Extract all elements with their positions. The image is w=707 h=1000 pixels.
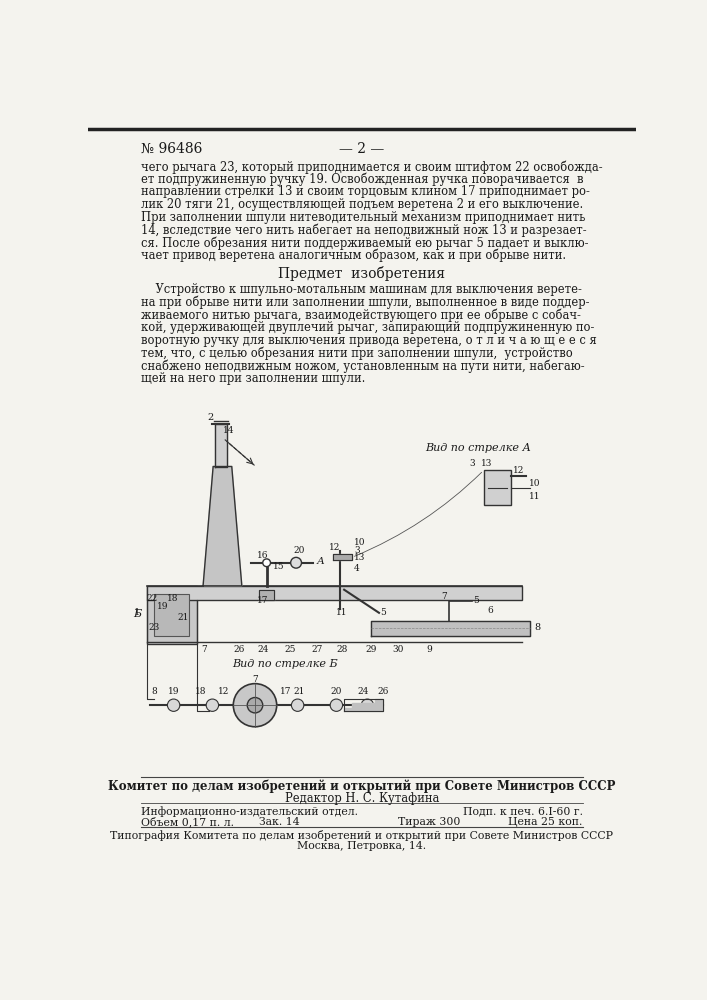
Text: 21: 21	[177, 613, 189, 622]
Text: 25: 25	[284, 645, 296, 654]
Text: 17: 17	[280, 687, 292, 696]
Text: 29: 29	[366, 645, 377, 654]
Bar	[146, 586, 522, 600]
Text: 22: 22	[146, 594, 158, 603]
Text: 11: 11	[529, 492, 540, 501]
Polygon shape	[332, 554, 352, 560]
Text: 24: 24	[257, 645, 269, 654]
Circle shape	[291, 699, 304, 711]
Bar	[484, 470, 510, 505]
Bar	[154, 594, 189, 636]
Text: 26: 26	[378, 687, 389, 696]
Circle shape	[361, 699, 373, 711]
Text: 13: 13	[481, 460, 492, 468]
Text: 8: 8	[534, 623, 540, 632]
Text: 12: 12	[329, 543, 341, 552]
Text: Типография Комитета по делам изобретений и открытий при Совете Министров СССР: Типография Комитета по делам изобретений…	[110, 830, 614, 841]
Text: 12: 12	[513, 466, 525, 475]
Text: кой, удерживающей двуплечий рычаг, запирающий подпружиненную по-: кой, удерживающей двуплечий рычаг, запир…	[141, 321, 595, 334]
Text: 3: 3	[354, 546, 360, 555]
Text: чает привод веретена аналогичным образом, как и при обрыве нити.: чает привод веретена аналогичным образом…	[141, 249, 566, 262]
Text: воротную ручку для выключения привода веретена, о т л и ч а ю щ е е с я: воротную ручку для выключения привода ве…	[141, 334, 597, 347]
Circle shape	[233, 684, 276, 727]
Text: Подп. к печ. 6.I-60 г.: Подп. к печ. 6.I-60 г.	[463, 806, 583, 816]
Polygon shape	[215, 424, 227, 466]
Text: 11: 11	[336, 608, 347, 617]
Text: Вид по стрелке Б: Вид по стрелке Б	[232, 659, 337, 669]
Text: 14, вследствие чего нить набегает на неподвижный нож 13 и разрезает-: 14, вследствие чего нить набегает на неп…	[141, 224, 587, 237]
Text: Объем 0,17 п. л.: Объем 0,17 п. л.	[141, 817, 234, 828]
Text: ся. После обрезания нити поддерживаемый ею рычаг 5 падает и выклю-: ся. После обрезания нити поддерживаемый …	[141, 236, 588, 250]
Text: 28: 28	[337, 645, 349, 654]
Circle shape	[263, 559, 271, 567]
Text: 9: 9	[426, 645, 432, 654]
Text: 7: 7	[441, 592, 447, 601]
Text: 26: 26	[234, 645, 245, 654]
Polygon shape	[259, 590, 274, 600]
Text: 8: 8	[151, 687, 157, 696]
Text: При заполнении шпули нитеводительный механизм приподнимает нить: При заполнении шпули нитеводительный мех…	[141, 211, 585, 224]
Text: 18: 18	[195, 687, 206, 696]
Text: Устройство к шпульно-мотальным машинам для выключения верете-: Устройство к шпульно-мотальным машинам д…	[141, 283, 582, 296]
Text: 5: 5	[380, 608, 387, 617]
Text: 15: 15	[273, 562, 284, 571]
Text: живаемого нитью рычага, взаимодействующего при ее обрыве с собач-: живаемого нитью рычага, взаимодействующе…	[141, 309, 581, 322]
Text: Предмет  изобретения: Предмет изобретения	[279, 266, 445, 281]
Text: 10: 10	[354, 538, 366, 547]
Text: А: А	[317, 557, 325, 566]
Text: Комитет по делам изобретений и открытий при Совете Министров СССР: Комитет по делам изобретений и открытий …	[108, 780, 616, 793]
Text: 27: 27	[311, 645, 322, 654]
Text: 6: 6	[488, 606, 493, 615]
Text: Зак. 14: Зак. 14	[259, 817, 300, 827]
Text: ет подпружиненную ручку 19. Освобожденная ручка поворачивается  в: ет подпружиненную ручку 19. Освобожденна…	[141, 173, 583, 186]
Text: 20: 20	[293, 546, 305, 555]
Text: Б: Б	[134, 609, 141, 619]
Text: Информационно-издательский отдел.: Информационно-издательский отдел.	[141, 806, 358, 817]
Text: 20: 20	[331, 687, 342, 696]
Text: снабжено неподвижным ножом, установленным на пути нити, набегаю-: снабжено неподвижным ножом, установленны…	[141, 359, 585, 373]
Circle shape	[206, 699, 218, 711]
Text: чего рычага 23, который приподнимается и своим штифтом 22 освобожда-: чего рычага 23, который приподнимается и…	[141, 160, 602, 174]
Text: Тираж 300: Тираж 300	[398, 817, 461, 827]
Text: Москва, Петровка, 14.: Москва, Петровка, 14.	[298, 841, 426, 851]
Bar	[146, 586, 197, 644]
Text: 19: 19	[168, 687, 180, 696]
Text: 13: 13	[354, 553, 366, 562]
Polygon shape	[344, 699, 383, 711]
Text: 24: 24	[358, 687, 369, 696]
Text: 30: 30	[392, 645, 404, 654]
Circle shape	[291, 557, 301, 568]
Text: 5: 5	[474, 596, 479, 605]
Polygon shape	[371, 620, 530, 636]
Text: 12: 12	[218, 687, 230, 696]
Text: — 2 —: — 2 —	[339, 142, 385, 156]
Text: 10: 10	[529, 479, 540, 488]
Text: Редактор Н. С. Кутафина: Редактор Н. С. Кутафина	[285, 792, 439, 805]
Text: 19: 19	[156, 602, 168, 611]
Text: 4: 4	[354, 564, 360, 573]
Text: 3: 3	[469, 460, 475, 468]
Circle shape	[168, 699, 180, 711]
Text: тем, что, с целью обрезания нити при заполнении шпули,  устройство: тем, что, с целью обрезания нити при зап…	[141, 347, 573, 360]
Text: 14: 14	[223, 426, 235, 435]
Circle shape	[247, 698, 263, 713]
Circle shape	[330, 699, 343, 711]
Text: 16: 16	[257, 551, 269, 560]
Text: № 96486: № 96486	[141, 142, 202, 156]
Text: 7: 7	[201, 645, 207, 654]
Text: 17: 17	[257, 596, 269, 605]
Text: 21: 21	[293, 687, 305, 696]
Polygon shape	[203, 466, 242, 586]
Text: лик 20 тяги 21, осуществляющей подъем веретена 2 и его выключение.: лик 20 тяги 21, осуществляющей подъем ве…	[141, 198, 583, 211]
Text: Вид по стрелке А: Вид по стрелке А	[426, 443, 532, 453]
Text: направлении стрелки 13 и своим торцовым клином 17 приподнимает ро-: направлении стрелки 13 и своим торцовым …	[141, 185, 590, 198]
Text: 2: 2	[207, 413, 214, 422]
Text: 1: 1	[134, 608, 140, 617]
Text: щей на него при заполнении шпули.: щей на него при заполнении шпули.	[141, 372, 366, 385]
Text: 23: 23	[148, 623, 159, 632]
Text: на при обрыве нити или заполнении шпули, выполненное в виде поддер-: на при обрыве нити или заполнении шпули,…	[141, 296, 590, 309]
Text: 7: 7	[252, 675, 258, 684]
Text: Цена 25 коп.: Цена 25 коп.	[508, 817, 583, 827]
Text: 18: 18	[168, 594, 179, 603]
